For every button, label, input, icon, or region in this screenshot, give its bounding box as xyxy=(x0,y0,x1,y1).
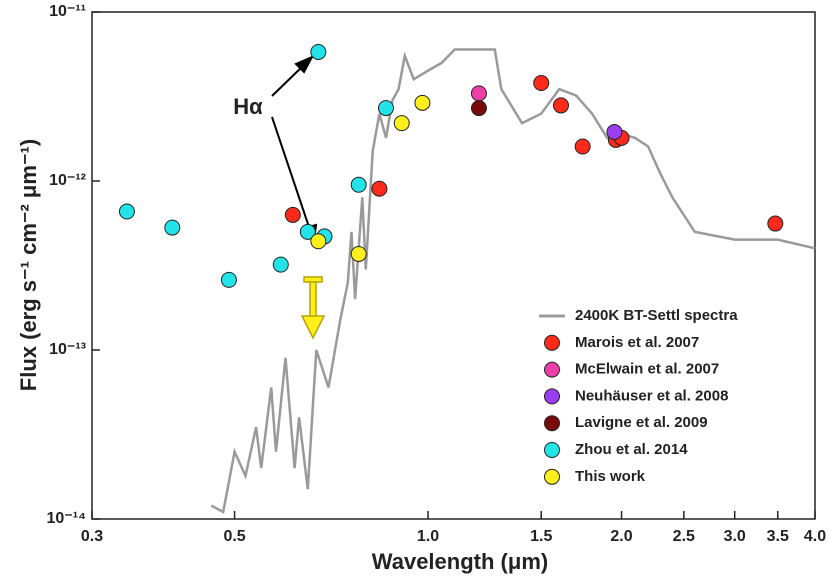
legend-swatch xyxy=(544,442,560,458)
x-tick-label: 3.5 xyxy=(767,528,789,545)
upper-limit-arrow xyxy=(300,276,326,340)
x-tick-label: 4.0 xyxy=(804,528,826,545)
data-point xyxy=(767,215,784,232)
data-point xyxy=(284,206,301,223)
data-point xyxy=(574,138,591,155)
y-tick-label: 10⁻¹² xyxy=(49,172,86,189)
x-tick-label: 2.5 xyxy=(673,528,695,545)
legend-swatch xyxy=(544,361,560,378)
x-axis-label: Wavelength (μm) xyxy=(372,549,548,574)
data-point xyxy=(377,100,394,117)
legend-swatch xyxy=(544,468,560,485)
data-point xyxy=(118,203,135,220)
data-point xyxy=(606,123,623,140)
data-point xyxy=(470,100,487,117)
data-point xyxy=(470,85,487,102)
legend-label: McElwain et al. 2007 xyxy=(575,361,719,378)
data-point xyxy=(299,223,316,240)
data-point xyxy=(164,219,181,236)
annotation: Hα xyxy=(233,94,263,119)
legend-label: This work xyxy=(575,468,646,485)
legend-label: Zhou et al. 2014 xyxy=(575,441,688,458)
y-tick-label: 10⁻¹⁴ xyxy=(47,510,87,527)
spectrum-line xyxy=(210,48,816,514)
legend-label: Marois et al. 2007 xyxy=(575,334,699,351)
y-tick-label: 10⁻¹³ xyxy=(49,341,86,358)
data-point xyxy=(272,256,289,273)
data-point xyxy=(220,271,237,288)
data-point xyxy=(533,75,550,92)
legend-swatch xyxy=(544,388,560,405)
data-point xyxy=(371,180,388,197)
x-tick-label: 0.3 xyxy=(81,528,103,545)
data-point xyxy=(414,94,431,111)
y-axis-label: Flux (erg s⁻¹ cm⁻² μm⁻¹) xyxy=(16,139,41,391)
legend-label: 2400K BT-Settl spectra xyxy=(575,307,738,324)
y-tick-label: 10⁻¹¹ xyxy=(49,3,86,20)
data-point xyxy=(350,245,367,262)
legend-swatch xyxy=(544,415,560,432)
data-point xyxy=(350,176,367,193)
x-tick-label: 2.0 xyxy=(610,528,632,545)
data-point xyxy=(310,43,327,60)
data-point xyxy=(310,233,327,250)
legend-label: Neuhäuser et al. 2008 xyxy=(575,387,728,404)
legend-label: Lavigne et al. 2009 xyxy=(575,414,708,431)
x-tick-label: 1.0 xyxy=(417,528,439,545)
x-tick-label: 3.0 xyxy=(724,528,746,545)
data-point xyxy=(552,97,569,114)
data-point xyxy=(393,115,410,132)
plot-frame xyxy=(91,11,816,520)
x-tick-label: 0.5 xyxy=(223,528,245,545)
legend-swatch xyxy=(544,334,560,351)
x-tick-label: 1.5 xyxy=(530,528,552,545)
